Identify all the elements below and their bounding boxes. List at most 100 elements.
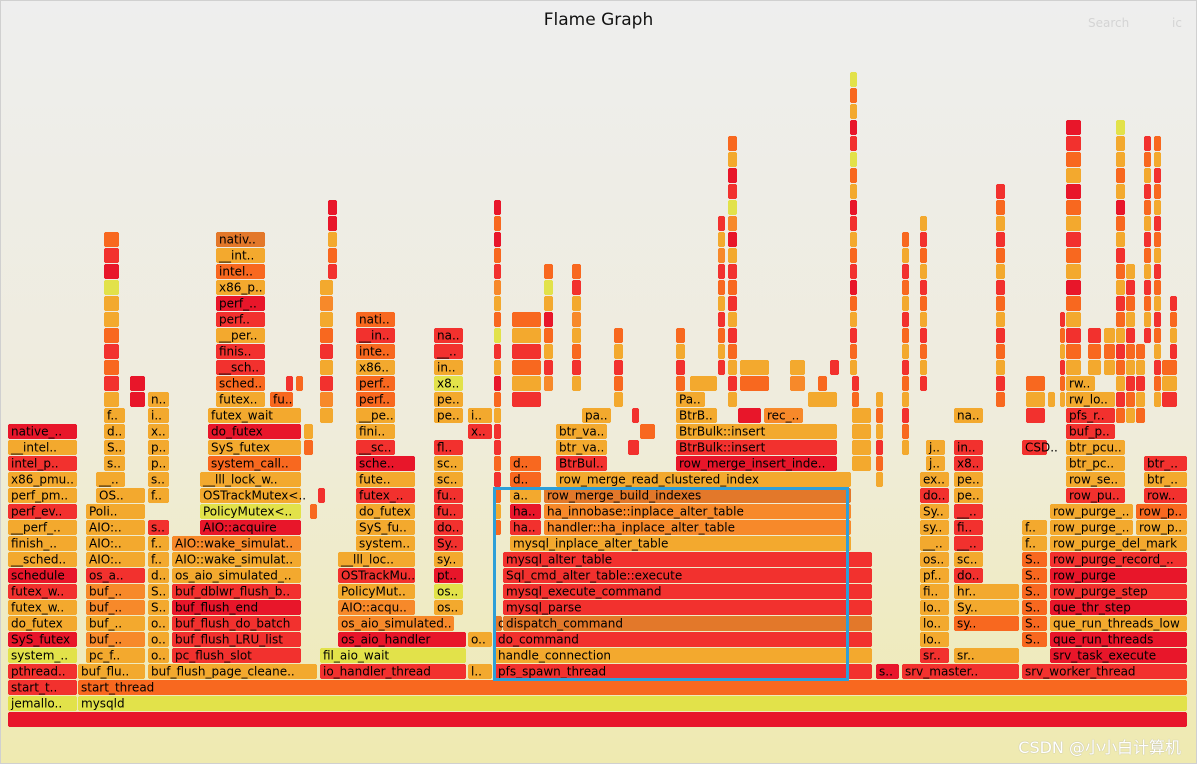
flame-frame-bar[interactable] <box>920 536 949 551</box>
flame-frame-bar[interactable] <box>8 488 77 503</box>
flame-frame-stub[interactable] <box>320 312 333 327</box>
flame-frame-stub[interactable] <box>1066 312 1081 327</box>
flame-frame[interactable]: handler::ha_inplace_alter_table <box>544 520 851 535</box>
flame-frame-bar[interactable] <box>172 552 301 567</box>
flame-frame[interactable]: Poli.. <box>86 504 145 519</box>
flame-frame-bar[interactable] <box>1066 488 1125 503</box>
flame-frame[interactable]: Sy.. <box>920 504 949 519</box>
flame-frame[interactable]: OSTrackMu.. <box>338 568 415 583</box>
flame-frame-stub[interactable] <box>1170 296 1177 311</box>
flame-frame-stub[interactable] <box>1060 344 1065 359</box>
flame-frame-stub[interactable] <box>996 392 1005 407</box>
flame-frame-bar[interactable] <box>8 440 77 455</box>
flame-frame-stub[interactable] <box>996 232 1005 247</box>
flame-frame[interactable]: S.. <box>1022 600 1047 615</box>
flame-frame-stub[interactable] <box>902 312 909 327</box>
flame-frame-stub[interactable] <box>1126 264 1135 279</box>
flame-frame-bar[interactable] <box>1022 616 1047 631</box>
flame-frame-stub[interactable] <box>902 232 909 247</box>
flame-frame-stub[interactable] <box>852 456 871 471</box>
flame-frame-stub[interactable] <box>852 408 871 423</box>
flame-frame[interactable]: row_merge_insert_inde.. <box>676 456 837 471</box>
flame-frame[interactable]: lo.. <box>920 632 949 647</box>
flame-frame[interactable]: srv_worker_thread <box>1022 664 1187 679</box>
flame-frame-stub[interactable] <box>728 152 737 167</box>
flame-frame-stub[interactable] <box>996 344 1005 359</box>
flame-frame-stub[interactable] <box>1154 168 1161 183</box>
flame-frame[interactable]: row_merge_build_indexes <box>544 488 851 503</box>
flame-frame-stub[interactable] <box>1116 344 1125 359</box>
flame-frame-bar[interactable] <box>78 680 1187 695</box>
flame-frame-stub[interactable] <box>104 360 119 375</box>
flame-frame[interactable]: f.. <box>104 408 125 423</box>
flame-frame-stub[interactable] <box>1066 120 1081 135</box>
flame-frame[interactable]: Sql_cmd_alter_table::execute <box>503 568 872 583</box>
flame-frame-stub[interactable] <box>544 344 553 359</box>
flame-frame-bar[interactable] <box>200 488 301 503</box>
flame-frame-stub[interactable] <box>1116 376 1125 391</box>
flame-frame-stub[interactable] <box>920 360 927 375</box>
flame-frame-bar[interactable] <box>148 408 169 423</box>
flame-frame[interactable]: j.. <box>926 456 945 471</box>
flame-frame[interactable]: S.. <box>148 600 169 615</box>
flame-frame[interactable]: AIO::acquire <box>200 520 301 535</box>
flame-frame-bar[interactable] <box>434 504 463 519</box>
flame-frame-bar[interactable] <box>556 456 607 471</box>
flame-frame-bar[interactable] <box>86 584 145 599</box>
flame-frame-stub[interactable] <box>1126 296 1135 311</box>
flame-frame-stub[interactable] <box>1154 376 1161 391</box>
flame-frame-bar[interactable] <box>338 616 454 631</box>
flame-frame-bar[interactable] <box>216 248 265 263</box>
flame-frame-stub[interactable] <box>1170 328 1177 343</box>
flame-frame[interactable]: BtrB.. <box>676 408 717 423</box>
flame-frame-bar[interactable] <box>8 648 77 663</box>
flame-frame-stub[interactable] <box>130 376 145 391</box>
flame-frame-bar[interactable] <box>468 664 492 679</box>
flame-frame-stub[interactable] <box>1154 216 1161 231</box>
flame-frame-bar[interactable] <box>8 600 77 615</box>
flame-frame[interactable]: pe.. <box>434 392 463 407</box>
flame-frame[interactable]: sy.. <box>920 520 949 535</box>
flame-frame-stub[interactable] <box>718 360 725 375</box>
flame-frame-stub[interactable] <box>850 184 857 199</box>
flame-frame[interactable]: buf_flush_do_batch <box>172 616 301 631</box>
flame-frame-bar[interactable] <box>356 440 395 455</box>
flame-frame-stub[interactable] <box>104 344 119 359</box>
flame-frame[interactable]: row_purge_.. <box>1050 520 1133 535</box>
flame-frame-stub[interactable] <box>1136 376 1145 391</box>
flame-frame[interactable]: S.. <box>148 584 169 599</box>
flame-frame-stub[interactable] <box>1116 120 1125 135</box>
flame-frame[interactable]: pthread.. <box>8 664 77 679</box>
flame-frame-stub[interactable] <box>494 280 501 295</box>
flame-frame-bar[interactable] <box>434 472 463 487</box>
flame-frame[interactable]: system_call.. <box>208 456 301 471</box>
flame-frame-stub[interactable] <box>850 200 857 215</box>
flame-frame[interactable]: SyS_futex <box>8 632 77 647</box>
flame-frame-bar[interactable] <box>556 472 851 487</box>
flame-frame-stub[interactable] <box>920 344 927 359</box>
flame-frame-stub[interactable] <box>512 376 541 391</box>
flame-frame-stub[interactable] <box>676 344 685 359</box>
flame-frame[interactable]: x86_pmu.. <box>8 472 77 487</box>
flame-frame-bar[interactable] <box>1144 472 1187 487</box>
flame-frame[interactable]: ex.. <box>920 472 949 487</box>
flame-frame[interactable]: S.. <box>1022 632 1047 647</box>
flame-frame[interactable]: pa.. <box>582 408 611 423</box>
flame-frame-stub[interactable] <box>494 488 501 503</box>
flame-frame-bar[interactable] <box>148 568 169 583</box>
flame-frame-stub[interactable] <box>850 152 857 167</box>
flame-frame-stub[interactable] <box>876 424 883 439</box>
flame-frame[interactable]: sched.. <box>216 376 265 391</box>
flame-frame-stub[interactable] <box>544 328 553 343</box>
flame-frame[interactable]: row_pu.. <box>1066 488 1125 503</box>
flame-frame-stub[interactable] <box>1066 328 1081 343</box>
flame-frame-stub[interactable] <box>614 344 623 359</box>
flame-frame[interactable]: S.. <box>1022 552 1047 567</box>
flame-frame-stub[interactable] <box>876 408 883 423</box>
flame-frame-bar[interactable] <box>920 632 949 647</box>
flame-frame-stub[interactable] <box>512 312 541 327</box>
flame-frame-bar[interactable] <box>216 328 265 343</box>
flame-frame-stub[interactable] <box>690 376 717 391</box>
flame-frame[interactable]: x86_p.. <box>216 280 265 295</box>
flame-frame-bar[interactable] <box>1066 456 1125 471</box>
